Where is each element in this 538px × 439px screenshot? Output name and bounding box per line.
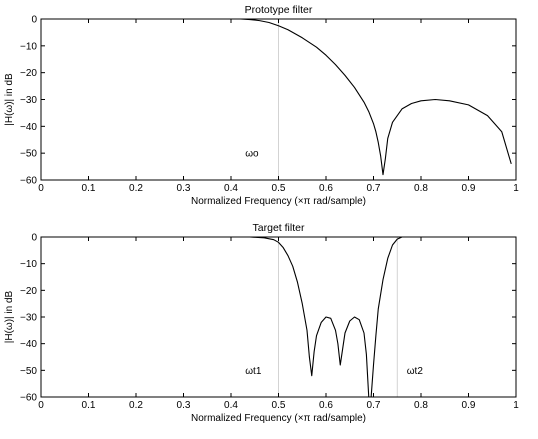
x-tick-label: 0.8 (414, 183, 428, 194)
y-tick-label: −40 (20, 122, 37, 133)
x-tick-label: 0 (38, 400, 44, 411)
x-axis-label: Normalized Frequency (×π rad/sample) (191, 196, 366, 207)
x-tick-label: 0.9 (462, 183, 476, 194)
x-tick-label: 0.4 (224, 400, 238, 411)
x-tick-label: 0.5 (272, 400, 286, 411)
y-tick-label: −20 (20, 286, 37, 297)
y-tick-label: −20 (20, 68, 37, 79)
x-tick-label: 0.8 (414, 400, 428, 411)
x-tick-label: 0.2 (129, 400, 143, 411)
x-tick-label: 0.9 (462, 400, 476, 411)
x-tick-label: 0.5 (272, 183, 286, 194)
x-tick-label: 0.7 (367, 400, 381, 411)
y-tick-label: −10 (20, 41, 37, 52)
x-tick-label: 1 (513, 183, 519, 194)
series-line (231, 18, 512, 176)
x-tick-label: 0 (38, 183, 44, 194)
x-tick-label: 0.2 (129, 183, 143, 194)
y-tick-label: −60 (20, 176, 37, 187)
y-tick-label: −40 (20, 339, 37, 350)
y-axis-label: |H(ω)| in dB (4, 73, 15, 126)
annotation-label: ωt2 (407, 366, 424, 377)
y-tick-label: −30 (20, 95, 37, 106)
chart-title: Target filter (253, 222, 305, 234)
x-tick-label: 0.3 (177, 183, 191, 194)
y-tick-label: −50 (20, 366, 37, 377)
x-tick-label: 1 (513, 400, 519, 411)
x-tick-label: 0.6 (319, 183, 333, 194)
x-tick-label: 0.7 (367, 183, 381, 194)
x-axis-label: Normalized Frequency (×π rad/sample) (191, 413, 366, 424)
series-line (249, 236, 421, 398)
x-tick-label: 0.1 (82, 400, 96, 411)
x-tick-label: 0.1 (82, 183, 96, 194)
prototype-filter-chart: Prototype filter 0 0.1 0.2 0.3 0.4 0.5 0.6 0.7 0.… (4, 4, 519, 207)
y-tick-label: 0 (31, 233, 37, 244)
annotation-label: ωo (245, 149, 259, 160)
y-axis-label: |H(ω)| in dB (4, 290, 15, 343)
y-tick-label: −30 (20, 313, 37, 324)
x-tick-label: 0.6 (319, 400, 333, 411)
annotation-label: ωt1 (245, 366, 262, 377)
y-tick-label: 0 (31, 15, 37, 26)
x-tick-label: 0.4 (224, 183, 238, 194)
y-tick-label: −50 (20, 149, 37, 160)
target-filter-chart: Target filter 0 0.1 0.2 0.3 0.4 0.5 0.6 0.7 0.8 0.… (4, 222, 519, 424)
y-tick-label: −60 (20, 393, 37, 404)
y-tick-label: −10 (20, 259, 37, 270)
x-tick-label: 0.3 (177, 400, 191, 411)
chart-title: Prototype filter (245, 4, 313, 16)
